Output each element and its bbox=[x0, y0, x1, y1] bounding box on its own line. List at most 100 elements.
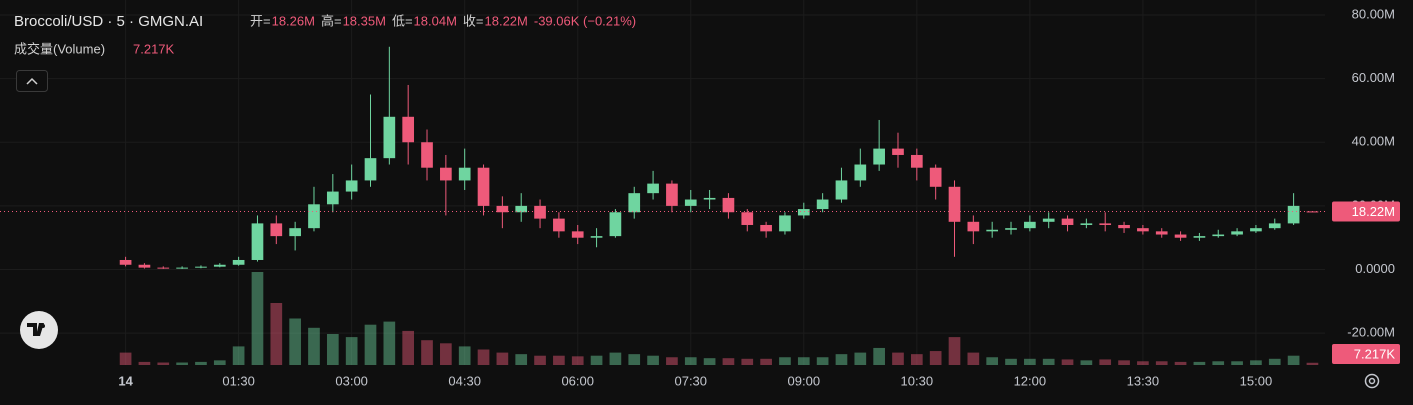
volume-bar bbox=[251, 272, 264, 365]
volume-bar bbox=[308, 327, 320, 365]
candle-body bbox=[760, 224, 772, 232]
candle-body bbox=[1080, 223, 1093, 225]
volume-bar bbox=[496, 352, 509, 365]
volume-bar bbox=[138, 361, 151, 365]
candle-body bbox=[628, 193, 641, 213]
x-tick-label: 13:30 bbox=[1127, 373, 1160, 388]
candle-body bbox=[421, 142, 433, 168]
candle-body bbox=[289, 228, 301, 237]
volume-name: 成交量(Volume) bbox=[14, 41, 105, 56]
candle-body bbox=[948, 186, 961, 222]
logo-mark[interactable] bbox=[27, 323, 44, 336]
volume-bar bbox=[270, 303, 283, 365]
gear-ring[interactable] bbox=[1364, 373, 1380, 389]
volume-bar bbox=[553, 355, 565, 365]
volume-bar bbox=[948, 337, 961, 365]
settings-button[interactable] bbox=[1364, 373, 1380, 389]
gear-hub[interactable] bbox=[1368, 377, 1376, 385]
volume-badge-label: 7.217K bbox=[1354, 346, 1396, 361]
price-badge bbox=[1332, 201, 1400, 222]
candle-body bbox=[1155, 231, 1168, 235]
logo-dot[interactable] bbox=[41, 324, 45, 328]
candle-body bbox=[157, 267, 170, 269]
candle-body bbox=[703, 197, 716, 200]
collapse-button[interactable] bbox=[16, 70, 48, 92]
volume-bar bbox=[1061, 359, 1074, 365]
x-tick-label: 14 bbox=[118, 373, 133, 388]
candle-body bbox=[1193, 236, 1206, 238]
volume-bar bbox=[967, 352, 980, 365]
candle-body bbox=[138, 264, 151, 268]
volume-bar bbox=[1155, 361, 1168, 365]
candle-body bbox=[1137, 228, 1149, 232]
volume-bar bbox=[722, 358, 735, 365]
volume-bar bbox=[590, 355, 603, 365]
volume-bar bbox=[628, 354, 641, 365]
x-tick-label: 09:00 bbox=[788, 373, 821, 388]
candle-body bbox=[515, 205, 528, 213]
y-tick-label: 40.00M bbox=[1352, 134, 1395, 149]
volume-bar bbox=[345, 337, 358, 365]
chevron-icon[interactable] bbox=[26, 77, 38, 85]
tv-logo[interactable] bbox=[20, 311, 58, 349]
volume-bar bbox=[1306, 362, 1319, 365]
candle-body bbox=[477, 167, 490, 206]
candle-body bbox=[910, 154, 923, 168]
volume-bar bbox=[1287, 355, 1300, 365]
candle-body bbox=[534, 205, 546, 219]
x-tick-label: 04:30 bbox=[448, 373, 481, 388]
legend-change: -39.06K (−0.21%) bbox=[534, 13, 636, 28]
y-tick-label: 60.00M bbox=[1352, 70, 1395, 85]
candle-body bbox=[326, 191, 339, 205]
volume-bar bbox=[797, 357, 810, 365]
volume-bar bbox=[760, 358, 772, 365]
candle-body bbox=[929, 167, 942, 187]
volume-value: 7.217K bbox=[133, 41, 175, 56]
candle-body bbox=[119, 259, 132, 265]
volume-bar bbox=[609, 352, 622, 365]
candle-body bbox=[251, 223, 264, 260]
candle-body bbox=[1061, 218, 1074, 225]
price-badge-label: 18.22M bbox=[1352, 204, 1395, 219]
volume-bar bbox=[213, 360, 226, 365]
volume-bar bbox=[1174, 361, 1187, 365]
button-frame[interactable] bbox=[16, 70, 48, 92]
volume-bar bbox=[402, 330, 415, 365]
x-tick-label: 03:00 bbox=[335, 373, 368, 388]
volume-bar bbox=[440, 343, 452, 365]
y-tick-label: 0.0000 bbox=[1355, 261, 1395, 276]
candle-body bbox=[1099, 223, 1112, 225]
candle-body bbox=[553, 218, 565, 232]
candle-body bbox=[308, 204, 320, 229]
legend-value: 18.04M bbox=[414, 13, 457, 28]
y-tick-label: -20.00M bbox=[1347, 325, 1395, 340]
volume-bar bbox=[1024, 358, 1036, 365]
grid bbox=[0, 0, 1325, 365]
volume-bar bbox=[647, 355, 659, 365]
candle-body bbox=[797, 209, 810, 216]
candle-body bbox=[609, 212, 622, 237]
volume-bar bbox=[816, 357, 829, 365]
volume-bar bbox=[1118, 360, 1130, 365]
candle-body bbox=[779, 215, 791, 232]
volume-bar bbox=[458, 346, 471, 365]
candle-body bbox=[1005, 228, 1017, 230]
candle-body bbox=[835, 180, 848, 200]
volume-bar bbox=[1250, 360, 1262, 365]
candle-body bbox=[176, 267, 188, 269]
x-tick-label: 12:00 bbox=[1014, 373, 1047, 388]
volume-bar bbox=[1212, 361, 1225, 365]
legend-key: 低= bbox=[392, 13, 413, 28]
x-tick-label: 10:30 bbox=[901, 373, 934, 388]
candle-body bbox=[1212, 234, 1225, 237]
volume-bar bbox=[873, 347, 885, 365]
volume-bar bbox=[1099, 359, 1112, 365]
candle-body bbox=[1042, 218, 1055, 222]
candle-body bbox=[440, 167, 452, 181]
ohlc-legend: 开= 18.26M 高= 18.35M 低= 18.04M 收= 18.22M -39.06K … bbox=[250, 13, 636, 28]
volume-bar bbox=[1231, 361, 1243, 365]
candle-body bbox=[873, 148, 885, 165]
volume-bar bbox=[1042, 358, 1055, 365]
